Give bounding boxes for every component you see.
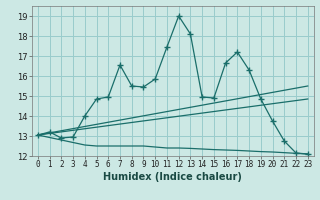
X-axis label: Humidex (Indice chaleur): Humidex (Indice chaleur) bbox=[103, 172, 242, 182]
